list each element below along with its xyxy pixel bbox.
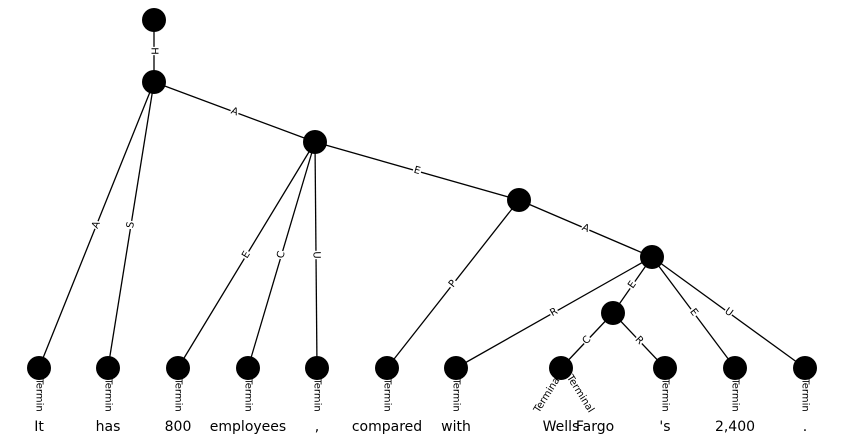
- edge-label-n4-t11-group: U: [721, 304, 736, 321]
- edge-label-n4-t10: E: [687, 307, 700, 319]
- terminal-label-t4: Termin: [312, 377, 323, 411]
- edge-label-n4-t10-group: E: [685, 305, 702, 320]
- edge-label-n4-t11-bg: [721, 304, 736, 321]
- edge-label-n4-t6-bg: [547, 304, 561, 321]
- edge-label-n2-t4-group: U: [309, 250, 323, 260]
- edge-label-r-n1: H: [149, 47, 160, 55]
- node-n4: [640, 245, 664, 269]
- terminal-label-t1-group: Termin: [103, 377, 114, 411]
- word-t5-compared: compared: [352, 419, 422, 435]
- edge-label-n2-t4-bg: [309, 250, 323, 260]
- edge-label-n1-t1: S: [125, 221, 137, 229]
- word-t11-sym: .: [803, 419, 807, 435]
- edge-label-n3-n4-bg: [579, 220, 592, 237]
- word-t1-has: has: [96, 419, 121, 435]
- word-t3-employees: employees: [210, 419, 286, 435]
- edge-label-n4-t10-bg: [685, 305, 702, 320]
- word-t9-s: 's: [659, 419, 670, 435]
- leaf-node-t9: [653, 356, 677, 380]
- terminal-label-t5: Termin: [382, 377, 393, 411]
- leaf-node-t11: [793, 356, 817, 380]
- leaf-node-t7: [549, 356, 573, 380]
- edge-label-n5-t9-bg: [631, 333, 647, 348]
- edge-label-n1-n2-group: A: [228, 104, 241, 120]
- terminal-label-t1: Termin: [103, 377, 114, 411]
- edge-label-n2-t2: E: [240, 249, 253, 260]
- leaf-node-t4: [305, 356, 329, 380]
- word-t2-800: 800: [165, 419, 192, 435]
- edge-label-r-n1-bg: [147, 46, 161, 56]
- terminal-label-t2-group: Termin: [173, 377, 184, 411]
- terminal-label-t10: Termin: [730, 377, 741, 411]
- leaf-node-t5: [375, 356, 399, 380]
- leaf-node-t0: [27, 356, 51, 380]
- terminal-label-t11-group: Termin: [800, 377, 811, 411]
- edge-label-n4-n5-group: E: [624, 277, 641, 293]
- terminal-label-t9: Termin: [660, 377, 671, 411]
- node-n2: [303, 130, 327, 154]
- edge-label-n2-n3-bg: [411, 163, 423, 179]
- edge-label-n2-t3-bg: [274, 249, 289, 261]
- node-n5: [601, 301, 625, 325]
- edge-label-n2-t3-group: C: [274, 249, 289, 261]
- terminal-label-t5-group: Termin: [382, 377, 393, 411]
- edge-label-n2-n3-group: E: [411, 163, 423, 179]
- terminal-label-t3-group: Termin: [243, 377, 254, 411]
- terminal-label-t6: Termin: [451, 377, 462, 411]
- edge-label-n1-t0-bg: [88, 218, 105, 232]
- edge-label-n1-n2-bg: [228, 104, 241, 120]
- terminal-label-t8: Terminal: [564, 372, 596, 415]
- edge-label-n2-t3: C: [275, 250, 288, 260]
- edge-label-n1-t1-group: S: [123, 219, 139, 231]
- edge-label-n1-t0: A: [90, 220, 103, 231]
- node-n3: [507, 188, 531, 212]
- terminal-label-t3: Termin: [243, 377, 254, 411]
- word-t0-it: It: [34, 419, 44, 435]
- nodes-layer: [27, 8, 817, 380]
- leaf-node-t2: [166, 356, 190, 380]
- edge-label-n3-t5-group: P: [445, 276, 461, 292]
- terminal-label-t6-group: Termin: [451, 377, 462, 411]
- edge-label-n2-n3: E: [412, 165, 421, 177]
- edge-label-n2-t2-group: E: [238, 248, 255, 262]
- terminal-label-t8-group: Terminal: [564, 372, 596, 415]
- edge-label-n1-t1-bg: [123, 219, 139, 231]
- word-t10-2-400: 2,400: [715, 419, 755, 435]
- word-t6-with: with: [441, 419, 471, 435]
- terminal-label-t10-group: Termin: [730, 377, 741, 411]
- edge-label-n4-n5: E: [626, 279, 639, 290]
- word-t8-fargo: Fargo: [576, 419, 614, 435]
- edge-label-n3-t5: P: [447, 278, 459, 290]
- edge-label-n3-n4: A: [580, 222, 591, 235]
- edge-label-n3-n4-group: A: [579, 220, 592, 237]
- terminal-label-t4-group: Termin: [312, 377, 323, 411]
- words-layer: It has 800 employees, compared with WellsFargo…: [34, 419, 807, 435]
- node-n1: [142, 70, 166, 94]
- leaf-node-t6: [444, 356, 468, 380]
- edge-label-n4-t6: R: [548, 306, 560, 319]
- node-r: [142, 8, 166, 32]
- terminal-label-t2: Termin: [173, 377, 184, 411]
- edge-label-n2-t4: U: [310, 251, 321, 258]
- edge-label-n1-t0-group: A: [88, 218, 105, 232]
- edge-label-n5-t7-bg: [579, 333, 595, 348]
- edge-label-n2-t2-bg: [238, 248, 255, 262]
- terminal-label-t11: Termin: [800, 377, 811, 411]
- leaf-node-t10: [723, 356, 747, 380]
- terminal-label-t0: Termin: [34, 377, 45, 411]
- leaf-node-t1: [96, 356, 120, 380]
- terminal-label-t9-group: Termin: [660, 377, 671, 411]
- edge-label-n4-t6-group: R: [547, 304, 561, 321]
- edge-label-n4-n5-bg: [624, 277, 641, 293]
- leaf-node-t3: [236, 356, 260, 380]
- terminal-label-t0-group: Termin: [34, 377, 45, 411]
- word-t7-wells: Wells: [543, 419, 580, 435]
- edge-label-r-n1-group: H: [147, 46, 161, 56]
- edge-label-n3-t5-bg: [445, 276, 461, 292]
- edge-label-n1-n2: A: [229, 106, 239, 119]
- word-t4-sym: ,: [315, 419, 319, 435]
